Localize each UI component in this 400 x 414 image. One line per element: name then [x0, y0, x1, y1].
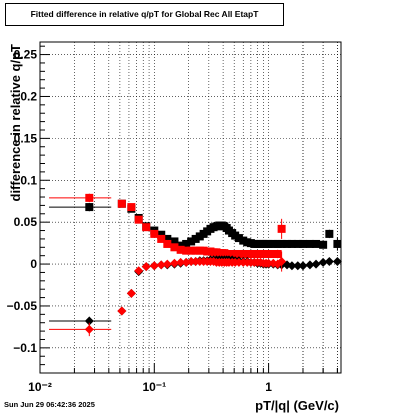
data-point-square	[134, 215, 143, 224]
data-point-diamond	[156, 260, 166, 270]
data-series	[49, 193, 342, 337]
data-point-square	[117, 199, 126, 208]
data-point-square	[264, 239, 273, 248]
data-point-square	[319, 240, 328, 249]
data-point-square	[187, 246, 196, 255]
y-axis-label: difference in relative q/pT	[8, 44, 23, 202]
data-point-square	[305, 239, 314, 248]
data-point-diamond	[305, 260, 315, 270]
data-point-diamond	[332, 257, 342, 267]
y-tick-label: 0.2	[20, 89, 37, 103]
data-point-square	[325, 229, 334, 238]
data-point-diamond	[293, 261, 303, 271]
data-point-diamond	[264, 258, 274, 268]
chart-title: Fitted difference in relative q/pT for G…	[5, 3, 284, 26]
y-tick-label: −0.1	[13, 341, 37, 355]
data-point-diamond	[176, 257, 186, 267]
data-point-square	[234, 234, 243, 243]
data-point-square	[273, 250, 282, 259]
data-point-diamond	[186, 257, 196, 267]
data-point-diamond	[277, 257, 287, 267]
data-point-square	[176, 245, 185, 254]
data-point-square	[269, 250, 278, 259]
data-point-square	[191, 234, 200, 243]
data-point-square	[277, 224, 286, 233]
data-point-square	[187, 237, 196, 246]
data-point-square	[157, 230, 166, 239]
data-point-square	[312, 239, 321, 248]
x-axis-label: pT/|q| (GeV/c)	[255, 398, 339, 413]
data-point-square	[264, 250, 273, 259]
data-point-square	[85, 193, 94, 202]
data-point-diamond	[84, 316, 94, 326]
data-point-diamond	[169, 258, 179, 268]
data-point-square	[170, 243, 179, 252]
y-tick-label: 0.1	[20, 173, 37, 187]
data-point-square	[170, 237, 179, 246]
data-point-diamond	[298, 261, 308, 271]
data-point-square	[287, 239, 296, 248]
data-point-diamond	[117, 306, 127, 316]
data-point-diamond	[318, 257, 328, 267]
plot-frame	[39, 41, 342, 374]
data-point-square	[157, 234, 166, 243]
data-point-square	[176, 241, 185, 250]
data-point-diamond	[149, 261, 159, 271]
data-point-diamond	[311, 259, 321, 269]
timestamp: Sun Jun 29 06:42:36 2025	[4, 400, 95, 409]
x-tick-label: 1	[265, 380, 272, 394]
y-tick-label: 0	[30, 257, 37, 271]
data-point-square	[142, 223, 151, 232]
data-point-square	[277, 239, 286, 248]
data-point-square	[283, 239, 292, 248]
y-tick-label: 0.25	[14, 48, 38, 62]
data-point-square	[182, 246, 191, 255]
axes: 10⁻² 10⁻¹ 1 −0.1 −0.05 0 0.05 0.1 0.15 0.2 0.25	[7, 45, 338, 394]
y-tick-label: 0.15	[14, 131, 38, 145]
data-point-square	[163, 234, 172, 243]
data-point-square	[234, 250, 243, 259]
y-tick-label: 0.05	[14, 215, 38, 229]
data-point-square	[333, 239, 342, 248]
data-point-diamond	[141, 262, 151, 272]
data-point-diamond	[162, 259, 172, 269]
x-tick-label: 10⁻²	[28, 380, 52, 394]
data-point-diamond	[84, 324, 94, 334]
x-tick-label: 10⁻¹	[142, 380, 166, 394]
y-tick-label: −0.05	[7, 299, 38, 313]
data-point-diamond	[324, 257, 334, 267]
data-point-square	[163, 239, 172, 248]
data-point-square	[299, 239, 308, 248]
data-point-square	[127, 203, 136, 212]
data-point-square	[293, 239, 302, 248]
data-point-square	[269, 239, 278, 248]
data-point-diamond	[126, 288, 136, 298]
data-point-square	[182, 239, 191, 248]
data-point-square	[191, 246, 200, 255]
data-point-square	[150, 229, 159, 238]
data-point-square	[85, 203, 94, 212]
data-point-diamond	[287, 261, 297, 271]
data-point-diamond	[134, 266, 144, 276]
